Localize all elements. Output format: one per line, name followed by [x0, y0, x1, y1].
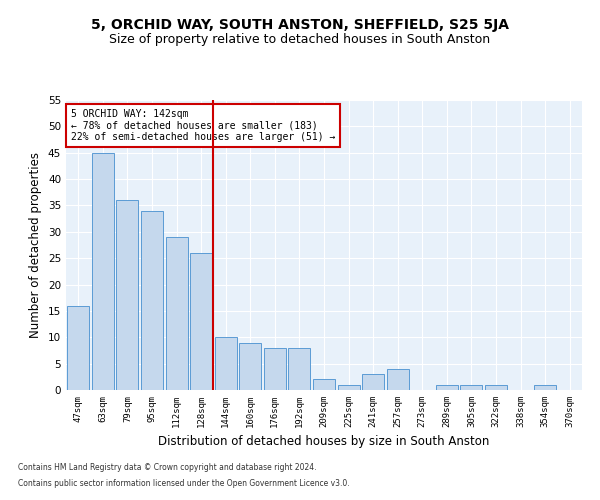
Bar [534, 384, 556, 390]
Text: Contains public sector information licensed under the Open Government Licence v3: Contains public sector information licen… [18, 478, 350, 488]
Bar [362, 374, 384, 390]
Text: Size of property relative to detached houses in South Anston: Size of property relative to detached ho… [109, 32, 491, 46]
Bar [386, 369, 409, 390]
Bar [338, 384, 359, 390]
Bar [190, 253, 212, 390]
X-axis label: Distribution of detached houses by size in South Anston: Distribution of detached houses by size … [158, 436, 490, 448]
Bar [92, 152, 114, 390]
Bar [289, 348, 310, 390]
Bar [460, 384, 482, 390]
Bar [67, 306, 89, 390]
Bar [485, 384, 507, 390]
Bar [239, 342, 262, 390]
Y-axis label: Number of detached properties: Number of detached properties [29, 152, 43, 338]
Bar [141, 210, 163, 390]
Bar [313, 380, 335, 390]
Bar [166, 237, 188, 390]
Bar [264, 348, 286, 390]
Text: 5, ORCHID WAY, SOUTH ANSTON, SHEFFIELD, S25 5JA: 5, ORCHID WAY, SOUTH ANSTON, SHEFFIELD, … [91, 18, 509, 32]
Bar [215, 338, 237, 390]
Bar [436, 384, 458, 390]
Bar [116, 200, 139, 390]
Text: 5 ORCHID WAY: 142sqm
← 78% of detached houses are smaller (183)
22% of semi-deta: 5 ORCHID WAY: 142sqm ← 78% of detached h… [71, 108, 335, 142]
Text: Contains HM Land Registry data © Crown copyright and database right 2024.: Contains HM Land Registry data © Crown c… [18, 464, 317, 472]
